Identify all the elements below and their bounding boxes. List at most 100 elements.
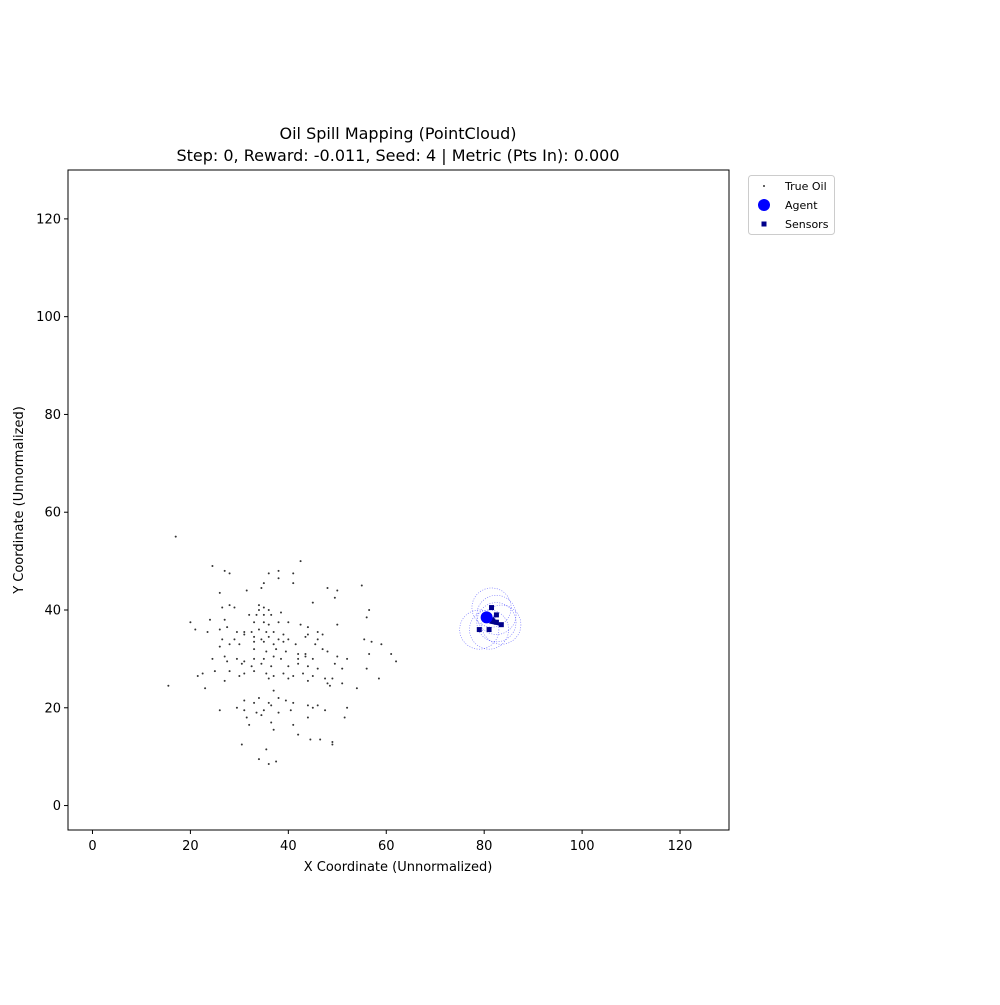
true-oil-point <box>253 657 256 660</box>
true-oil-point <box>343 716 346 719</box>
x-tick-label: 100 <box>570 839 595 854</box>
true-oil-point <box>223 655 226 658</box>
true-oil-point <box>228 670 231 673</box>
true-oil-point <box>324 677 327 680</box>
true-oil-point <box>370 640 373 643</box>
true-oil-point <box>265 631 268 633</box>
true-oil-point <box>226 626 229 629</box>
true-oil-point <box>292 701 295 704</box>
true-oil-point <box>262 613 265 616</box>
true-oil-point <box>321 648 324 651</box>
true-oil-point <box>248 723 251 726</box>
true-oil-point <box>262 621 265 624</box>
true-oil-point <box>267 635 270 638</box>
true-oil-point <box>265 748 268 751</box>
true-oil-point <box>287 677 290 680</box>
true-oil-point <box>223 569 226 572</box>
true-oil-point <box>211 565 214 567</box>
sensor-range-circle <box>469 609 509 650</box>
true-oil-point <box>287 621 290 624</box>
true-oil-point <box>311 601 314 604</box>
true-oil-point <box>311 706 314 709</box>
true-oil-point <box>233 606 236 609</box>
true-oil-point <box>245 716 248 719</box>
sensor-point <box>486 627 492 633</box>
sensor-range-circle <box>459 609 500 650</box>
true-oil-point <box>297 653 300 655</box>
true-oil-point <box>299 623 302 626</box>
true-oil-point <box>262 606 265 609</box>
true-oil-point <box>167 684 170 687</box>
y-tick-label: 80 <box>44 408 61 423</box>
true-oil-point <box>316 631 319 633</box>
true-oil-point <box>304 653 307 655</box>
true-oil-point <box>297 733 300 736</box>
sensor-point <box>476 627 482 633</box>
true-oil-point <box>331 677 334 680</box>
true-oil-point <box>306 626 309 629</box>
true-oil-point <box>270 704 273 707</box>
true-oil-point <box>336 589 339 592</box>
true-oil-point <box>287 638 290 641</box>
true-oil-point <box>319 738 322 741</box>
true-oil-point <box>277 621 280 624</box>
true-oil-point <box>275 760 278 763</box>
true-oil-point <box>279 657 282 660</box>
true-oil-point <box>287 665 290 668</box>
true-oil-point <box>380 643 383 646</box>
true-oil-point <box>218 709 221 712</box>
true-oil-point <box>297 662 300 665</box>
y-tick-label: 120 <box>36 212 61 227</box>
true-oil-point <box>306 679 309 682</box>
true-oil-point <box>304 655 307 658</box>
legend-true-oil-marker <box>763 185 765 187</box>
true-oil-point <box>250 665 253 668</box>
true-oil-point <box>331 741 334 743</box>
true-oil-point <box>260 638 263 641</box>
true-oil-point <box>253 635 256 638</box>
true-oil-point <box>368 609 371 611</box>
true-oil-point <box>346 657 349 660</box>
true-oil-point <box>267 609 270 611</box>
true-oil-point <box>257 628 260 631</box>
true-oil-point <box>306 665 309 668</box>
true-oil-point <box>277 577 280 580</box>
legend-label: Sensors <box>785 218 829 231</box>
true-oil-point <box>316 638 319 641</box>
true-oil-point <box>235 631 238 633</box>
sensor-point <box>489 605 495 611</box>
y-axis-label: Y Coordinate (Unnormalized) <box>12 406 27 595</box>
legend: True Oil Agent Sensors <box>748 175 835 235</box>
y-tick-label: 0 <box>53 799 61 814</box>
true-oil-point <box>267 763 270 765</box>
true-oil-point <box>253 640 256 643</box>
true-oil-point <box>289 709 292 712</box>
true-oil-point <box>240 662 243 665</box>
true-oil-point <box>223 679 226 682</box>
true-oil-point <box>377 677 380 680</box>
true-oil-point <box>316 704 319 707</box>
true-oil-point <box>292 675 295 677</box>
true-oil-point <box>277 569 280 572</box>
true-oil-point <box>245 589 248 592</box>
true-oil-point <box>324 709 327 712</box>
true-oil-point <box>341 682 344 685</box>
sensor-range-circle <box>476 602 517 643</box>
true-oil-point <box>218 645 221 648</box>
true-oil-point <box>316 667 319 670</box>
true-oil-point <box>260 662 263 665</box>
sensor-point <box>493 612 499 618</box>
true-oil-point <box>233 638 236 641</box>
plot-area <box>167 535 522 765</box>
true-oil-point <box>309 738 312 741</box>
true-oil-point <box>270 613 273 616</box>
true-oil-point <box>257 758 260 761</box>
true-oil-point <box>250 631 253 633</box>
true-oil-point <box>243 633 246 636</box>
true-oil-point <box>368 653 371 655</box>
y-tick-label: 100 <box>36 310 61 325</box>
true-oil-point <box>311 657 314 660</box>
legend-agent-marker <box>758 199 770 211</box>
